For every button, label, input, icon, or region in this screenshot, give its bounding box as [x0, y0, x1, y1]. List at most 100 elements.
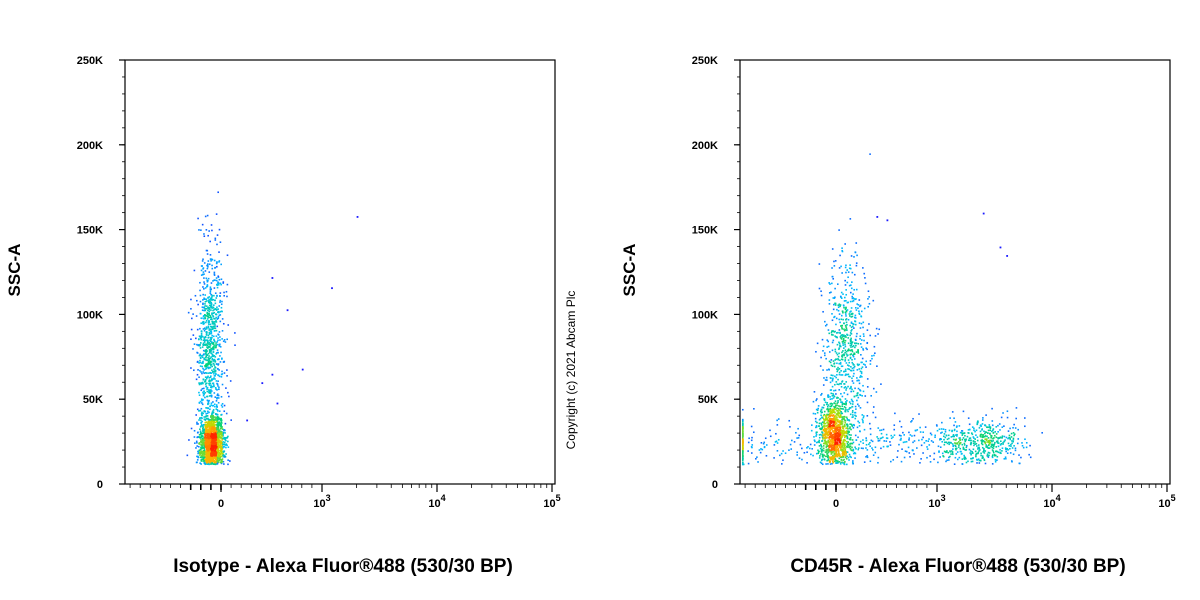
- event-point: [1011, 447, 1014, 449]
- event-point: [828, 360, 831, 363]
- event-point: [208, 323, 210, 325]
- event-point: [206, 415, 208, 417]
- event-point: [210, 316, 213, 319]
- event-point: [199, 361, 201, 364]
- event-point: [200, 442, 203, 444]
- event-point: [837, 369, 839, 371]
- event-point: [830, 444, 832, 446]
- event-point: [987, 447, 990, 449]
- event-point: [812, 412, 815, 415]
- event-point: [848, 365, 850, 367]
- event-point: [199, 417, 201, 420]
- event-point: [199, 365, 202, 367]
- event-point: [827, 428, 830, 430]
- event-point: [218, 435, 220, 437]
- event-point: [850, 307, 853, 309]
- event-point: [195, 461, 198, 464]
- event-point: [206, 318, 209, 320]
- event-point: [844, 360, 846, 362]
- event-point: [992, 447, 995, 449]
- event-point: [224, 436, 227, 439]
- event-point: [962, 446, 965, 449]
- event-point: [200, 269, 203, 272]
- event-point: [213, 344, 215, 346]
- event-point: [200, 336, 203, 339]
- event-point: [197, 303, 199, 306]
- event-point: [832, 460, 834, 462]
- event-point: [216, 426, 218, 429]
- event-point: [204, 396, 206, 399]
- event-point: [907, 446, 910, 449]
- event-point: [844, 368, 847, 371]
- event-point: [930, 440, 933, 442]
- event-point: [217, 337, 219, 339]
- event-point: [203, 283, 206, 285]
- event-point: [861, 361, 863, 364]
- event-point: [961, 443, 964, 446]
- event-point: [205, 277, 208, 280]
- outlier-point: [886, 219, 889, 222]
- event-point: [929, 455, 931, 457]
- event-point: [837, 304, 840, 307]
- event-point: [220, 447, 222, 450]
- event-point: [837, 419, 839, 422]
- event-point: [775, 432, 777, 435]
- event-point: [869, 359, 872, 362]
- event-point: [968, 448, 971, 451]
- event-point: [206, 388, 208, 391]
- event-point: [828, 459, 831, 462]
- event-point: [215, 424, 217, 426]
- event-point: [845, 350, 848, 353]
- event-point: [211, 419, 214, 421]
- event-point: [948, 459, 950, 461]
- event-point: [212, 442, 215, 445]
- event-point: [834, 425, 837, 428]
- event-point: [840, 265, 842, 268]
- event-point: [934, 434, 936, 437]
- event-point: [898, 443, 900, 446]
- event-point: [798, 457, 801, 460]
- event-point: [207, 372, 209, 374]
- event-point: [222, 454, 225, 456]
- event-point: [840, 385, 843, 388]
- event-point: [842, 440, 845, 443]
- event-point: [215, 329, 218, 332]
- event-point: [866, 401, 869, 404]
- event-point: [833, 427, 836, 429]
- event-point: [220, 423, 222, 426]
- event-point: [218, 457, 221, 460]
- event-point: [839, 428, 841, 431]
- event-point: [204, 303, 206, 305]
- event-point: [825, 357, 827, 360]
- event-point: [866, 454, 868, 457]
- event-point: [817, 441, 819, 443]
- event-point: [839, 414, 842, 416]
- event-point: [196, 299, 198, 302]
- event-point: [220, 422, 223, 424]
- event-point: [926, 456, 928, 459]
- event-point: [837, 449, 840, 452]
- event-point: [835, 336, 838, 338]
- event-point: [206, 431, 209, 434]
- event-point: [829, 460, 831, 462]
- event-point: [198, 394, 201, 396]
- event-point: [826, 346, 828, 348]
- event-point: [829, 407, 832, 410]
- event-point: [213, 447, 215, 450]
- event-point: [847, 385, 849, 388]
- event-point: [828, 292, 831, 294]
- event-point: [837, 424, 840, 426]
- event-point: [834, 350, 837, 353]
- event-point: [208, 399, 210, 402]
- event-point: [853, 372, 855, 375]
- event-point: [217, 393, 219, 395]
- event-point: [213, 364, 216, 366]
- event-point: [972, 452, 974, 454]
- event-point: [202, 430, 204, 433]
- event-point: [885, 440, 888, 442]
- event-point: [202, 452, 205, 455]
- event-point: [839, 446, 842, 449]
- event-point: [219, 320, 222, 323]
- event-point: [201, 420, 203, 423]
- event-point: [218, 331, 221, 333]
